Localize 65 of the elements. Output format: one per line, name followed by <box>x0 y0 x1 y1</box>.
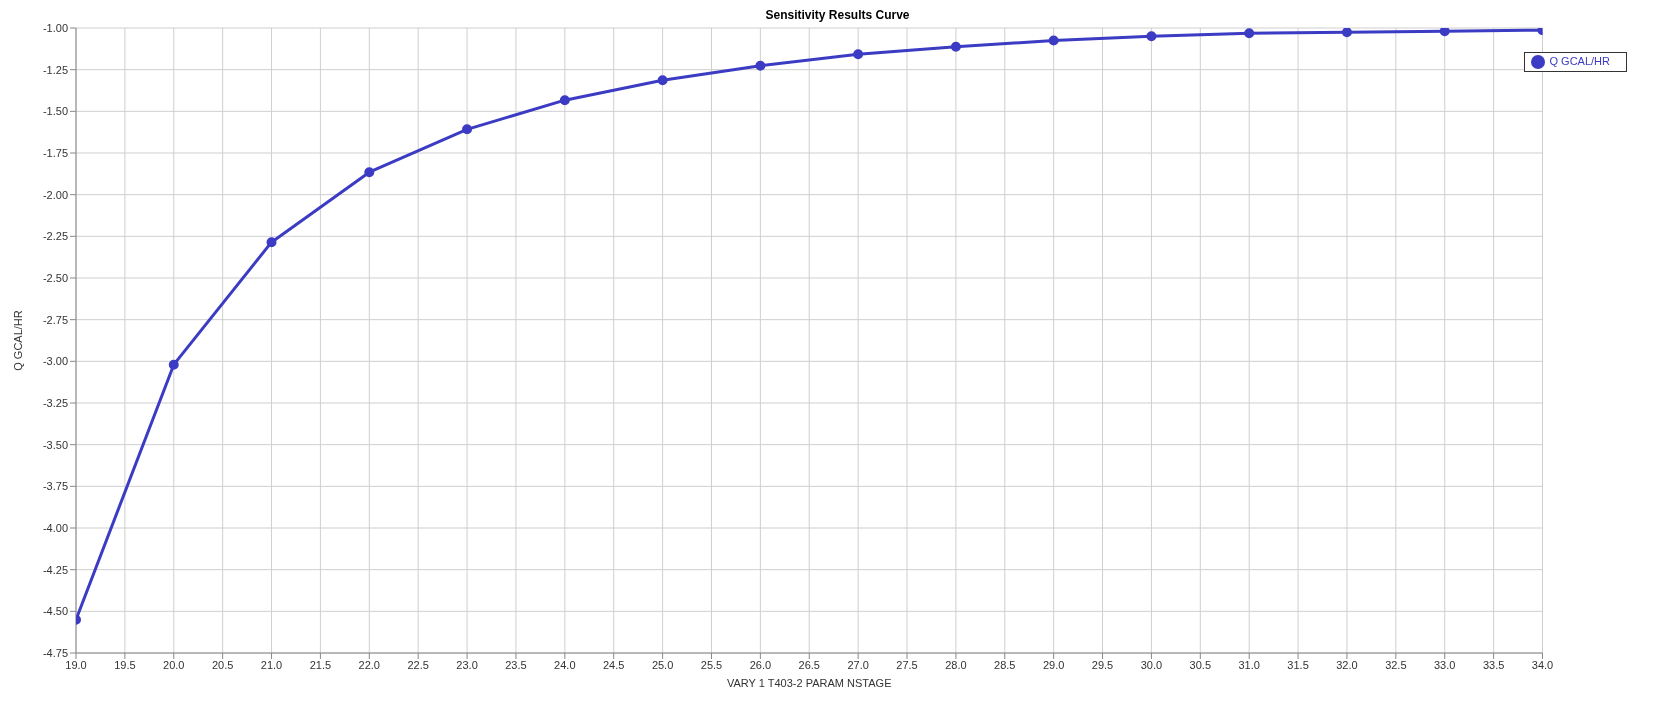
x-tick-label: 20.0 <box>163 658 185 671</box>
x-tick-label: 24.5 <box>603 658 625 671</box>
x-tick-label: 32.5 <box>1385 658 1407 671</box>
y-axis-title: Q GCAL/HR <box>11 310 24 371</box>
point <box>559 95 570 106</box>
y-tick-label: -1.75 <box>42 146 68 159</box>
point <box>1048 35 1059 46</box>
x-tick-label: 25.5 <box>700 658 723 671</box>
point <box>1341 28 1352 38</box>
x-tick-label: 31.0 <box>1238 658 1260 671</box>
x-tick-label: 19.5 <box>114 658 136 671</box>
y-tick-label: -3.25 <box>42 396 68 409</box>
x-tick-label: 20.5 <box>211 658 234 671</box>
point <box>266 237 277 248</box>
x-tick-label: 30.5 <box>1189 658 1212 671</box>
y-tick-label: -3.75 <box>42 480 68 493</box>
x-tick-label: 33.0 <box>1434 658 1456 671</box>
point <box>1244 28 1255 39</box>
x-tick-label: 34.0 <box>1531 658 1554 671</box>
x-axis-title: VARY 1 T403-2 PARAM NSTAGE <box>727 677 892 689</box>
x-tick-label: 32.0 <box>1336 658 1358 671</box>
point <box>950 41 961 52</box>
x-tick-label: 30.0 <box>1140 658 1163 671</box>
x-tick-label: 29.5 <box>1091 658 1114 671</box>
y-tick-label: -4.75 <box>42 646 68 659</box>
x-tick-label: 27.0 <box>847 658 869 671</box>
x-tick-label: 28.0 <box>945 658 967 671</box>
x-tick-label: 21.0 <box>260 658 283 671</box>
x-tick-label: 29.0 <box>1042 658 1065 671</box>
point <box>462 124 473 135</box>
y-tick-label: -2.00 <box>42 188 68 201</box>
y-tick-label: -3.50 <box>42 438 68 451</box>
y-tick-label: -1.00 <box>42 21 68 34</box>
x-tick-label: 28.5 <box>994 658 1016 671</box>
y-tick-label: -4.00 <box>42 521 68 534</box>
x-tick-label: 26.5 <box>798 658 820 671</box>
y-tick-label: -2.75 <box>42 313 68 326</box>
chart-title: Sensitivity Results Curve <box>764 8 911 22</box>
y-tick-label: -2.25 <box>42 230 68 243</box>
y-tick-label: -3.00 <box>42 355 68 368</box>
point <box>1146 31 1157 42</box>
y-tick-label: -1.25 <box>42 63 68 76</box>
x-tick-label: 22.5 <box>407 658 429 671</box>
legend-label: Q GCAL/HR <box>1549 55 1610 67</box>
y-tick-label: -2.50 <box>42 271 68 284</box>
point <box>364 167 375 178</box>
point <box>1439 28 1450 37</box>
x-tick-label: 26.0 <box>749 658 772 671</box>
y-tick-label: -1.50 <box>42 105 68 118</box>
x-tick-label: 19.0 <box>65 658 87 671</box>
x-tick-label: 23.5 <box>505 658 527 671</box>
y-tick-label: -4.25 <box>42 563 68 576</box>
x-tick-label: 33.5 <box>1482 658 1505 671</box>
x-tick-label: 24.0 <box>554 658 576 671</box>
point <box>657 75 668 86</box>
x-tick-label: 25.0 <box>651 658 674 671</box>
x-tick-label: 27.5 <box>896 658 918 671</box>
x-tick-label: 21.5 <box>309 658 332 671</box>
point <box>755 60 766 71</box>
y-tick-label: -4.50 <box>42 605 68 618</box>
x-tick-label: 23.0 <box>456 658 478 671</box>
x-tick-label: 22.0 <box>358 658 381 671</box>
x-tick-label: 31.5 <box>1287 658 1309 671</box>
point <box>168 359 179 370</box>
point <box>853 49 864 60</box>
